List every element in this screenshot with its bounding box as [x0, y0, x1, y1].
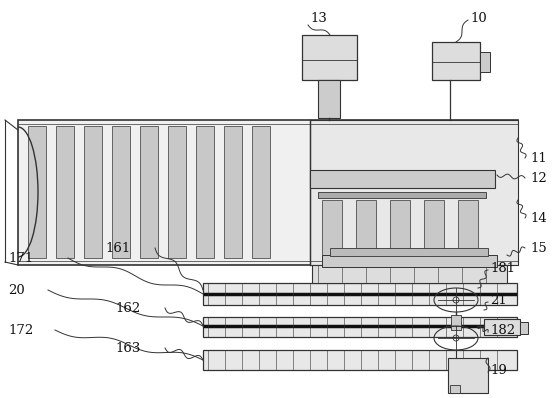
- Text: 12: 12: [530, 172, 547, 185]
- Bar: [322, 255, 497, 267]
- Bar: [520, 322, 528, 334]
- Text: 163: 163: [115, 341, 141, 355]
- Text: 11: 11: [530, 152, 547, 164]
- Text: 14: 14: [530, 211, 547, 224]
- Bar: [252, 126, 270, 258]
- Bar: [310, 120, 518, 265]
- Bar: [318, 192, 486, 198]
- Text: 19: 19: [490, 363, 507, 377]
- Bar: [318, 80, 340, 118]
- Bar: [432, 42, 480, 80]
- Text: 171: 171: [8, 252, 33, 265]
- Bar: [28, 126, 46, 258]
- Bar: [480, 52, 490, 72]
- Bar: [448, 358, 488, 393]
- Text: 162: 162: [115, 302, 140, 314]
- Bar: [322, 200, 342, 260]
- Bar: [56, 126, 74, 258]
- Bar: [18, 120, 518, 265]
- Text: 172: 172: [8, 324, 33, 336]
- Text: 20: 20: [8, 283, 25, 297]
- Bar: [224, 126, 242, 258]
- Bar: [484, 319, 520, 335]
- Bar: [310, 170, 495, 188]
- Bar: [312, 265, 507, 283]
- Bar: [450, 385, 460, 393]
- Bar: [451, 322, 461, 330]
- Bar: [84, 126, 102, 258]
- Bar: [168, 126, 186, 258]
- Bar: [302, 35, 357, 80]
- Bar: [330, 248, 488, 256]
- Text: 21: 21: [490, 293, 507, 306]
- Text: 161: 161: [105, 242, 130, 254]
- Bar: [203, 283, 517, 305]
- Text: 13: 13: [310, 12, 327, 25]
- Bar: [356, 200, 376, 260]
- Bar: [196, 126, 214, 258]
- Bar: [112, 126, 130, 258]
- Bar: [140, 126, 158, 258]
- Bar: [451, 315, 461, 326]
- Text: 15: 15: [530, 242, 547, 254]
- Bar: [203, 317, 517, 337]
- Text: 10: 10: [470, 12, 487, 25]
- Bar: [203, 350, 517, 370]
- Text: 181: 181: [490, 261, 515, 275]
- Bar: [458, 200, 478, 260]
- Text: 182: 182: [490, 324, 515, 336]
- Bar: [424, 200, 444, 260]
- Bar: [390, 200, 410, 260]
